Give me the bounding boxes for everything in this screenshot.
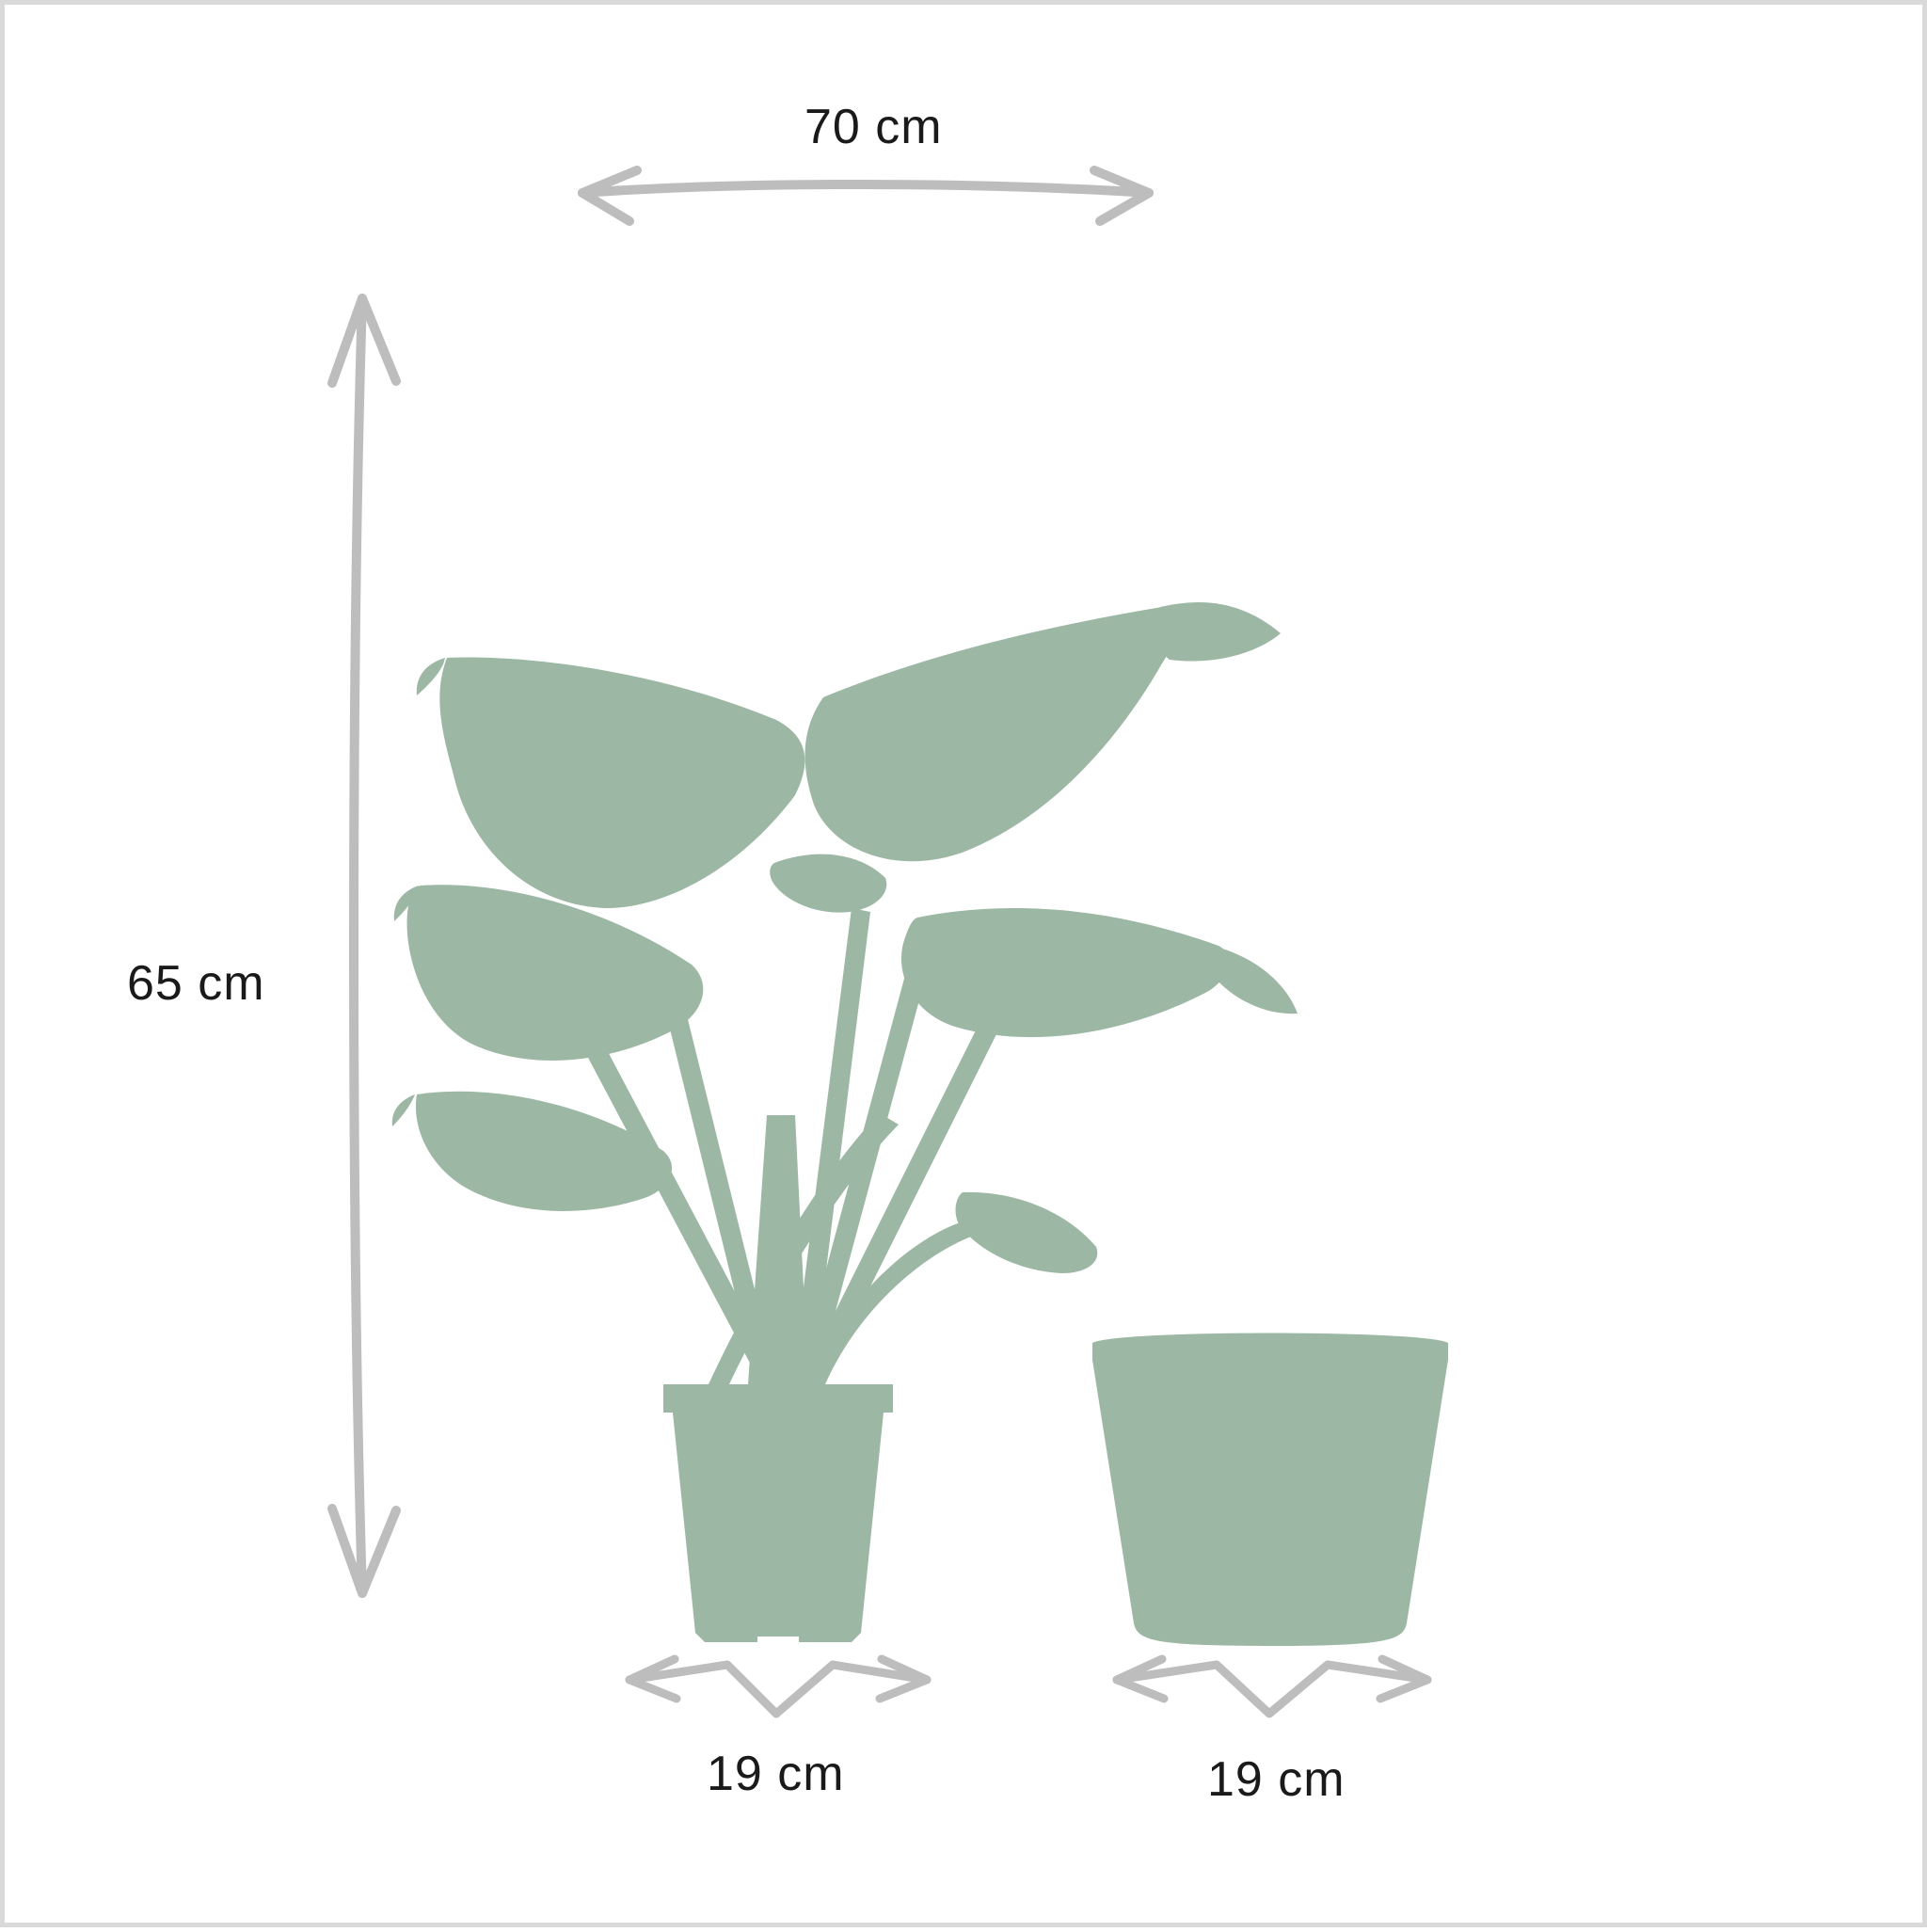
- height-arrow-icon: [332, 298, 396, 1593]
- plant-silhouette: [392, 602, 1448, 1646]
- width-arrow-icon: [582, 170, 1149, 221]
- decorative-pot-icon: [1092, 1333, 1448, 1647]
- pot1-diameter-arrow-icon: [629, 1659, 927, 1714]
- pot2-diameter-arrow-icon: [1117, 1659, 1427, 1714]
- plant-pot-icon: [663, 1384, 893, 1646]
- diagram-canvas: 70 cm 65 cm 19 cm 19 cm: [0, 0, 1927, 1927]
